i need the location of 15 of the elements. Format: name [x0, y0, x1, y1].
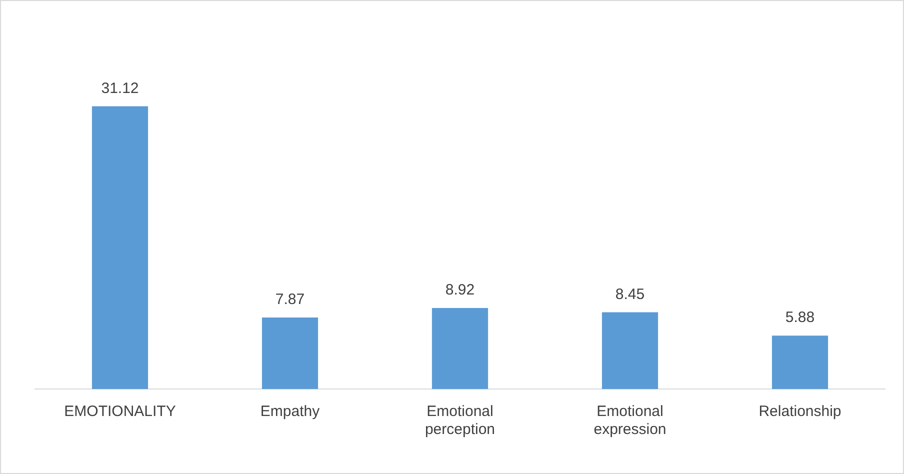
bar [602, 312, 658, 389]
x-tick-label: Emotional perception [424, 403, 496, 438]
bar [92, 106, 148, 389]
data-label: 5.88 [785, 309, 815, 326]
bar [262, 317, 318, 389]
bar [432, 308, 488, 389]
x-tick-label: EMOTIONALITY [64, 403, 176, 420]
x-tick-label: Empathy [260, 403, 320, 420]
data-label: 7.87 [275, 291, 305, 308]
data-label: 8.45 [615, 286, 645, 303]
x-tick-label: Relationship [758, 403, 842, 420]
bar [772, 336, 828, 389]
x-tick-label: Emotional expression [594, 403, 666, 438]
data-label: 31.12 [101, 80, 139, 97]
data-label: 8.92 [445, 282, 475, 299]
